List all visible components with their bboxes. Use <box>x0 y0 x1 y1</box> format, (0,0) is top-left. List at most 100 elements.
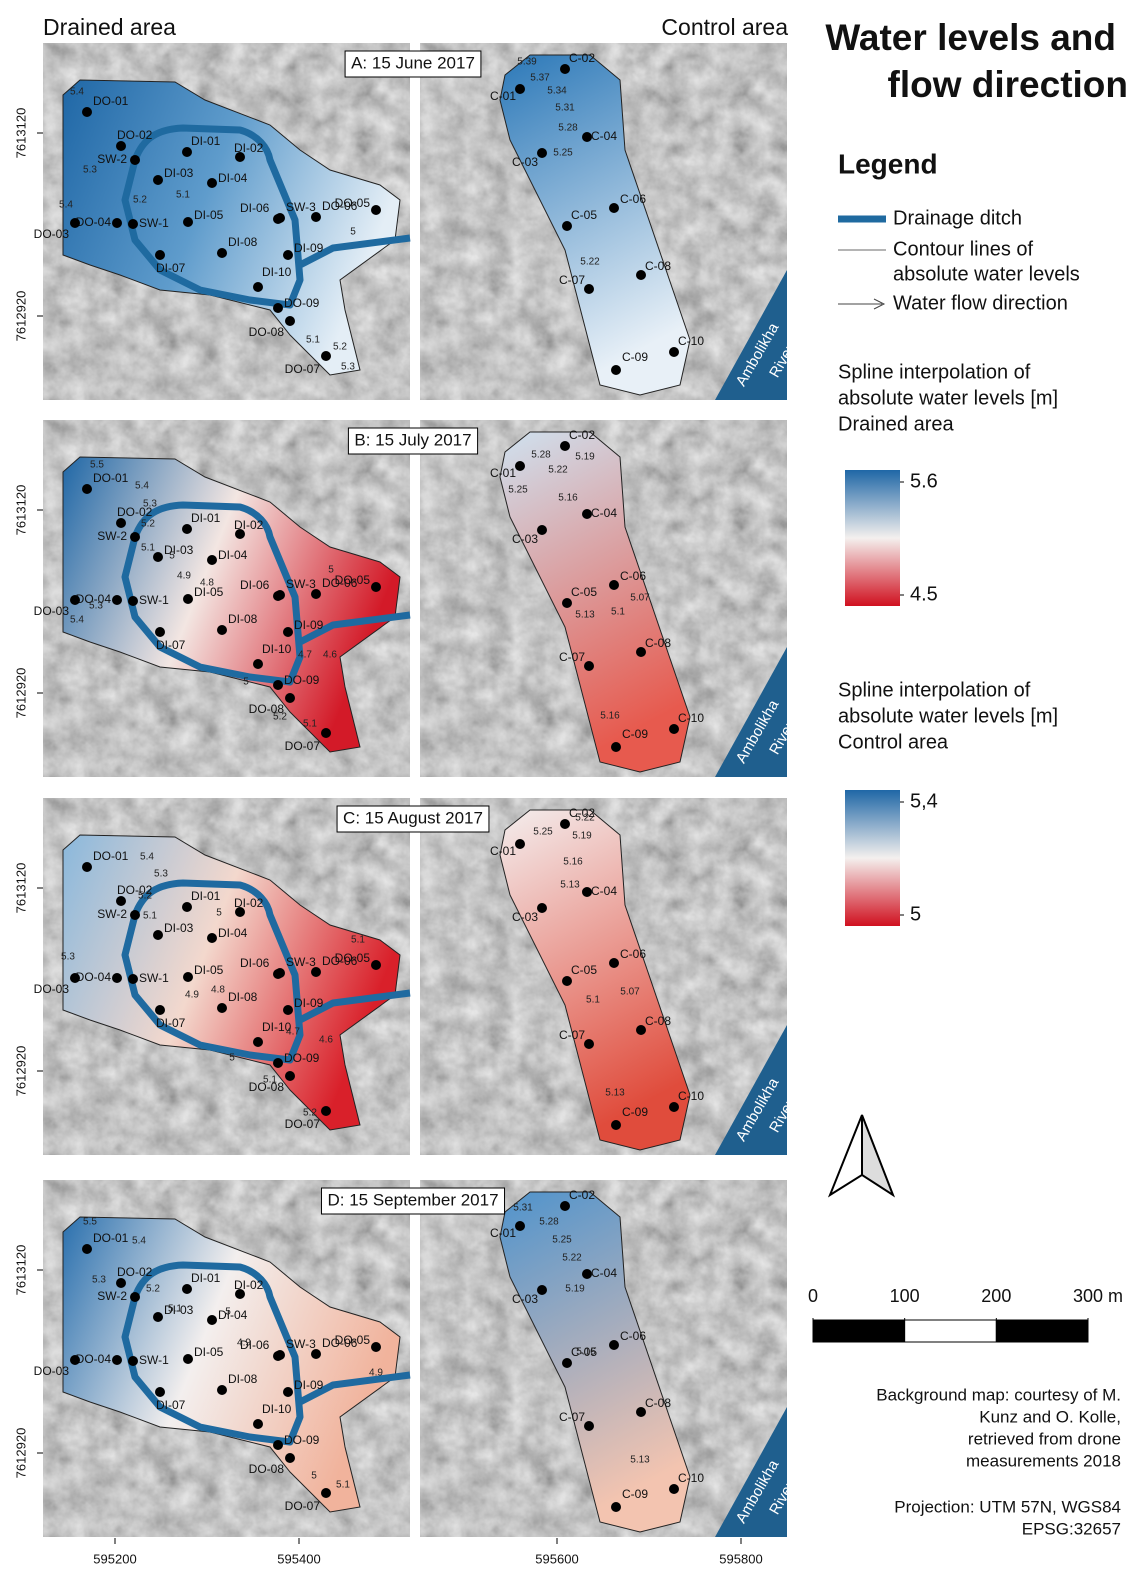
station <box>321 351 331 361</box>
station-label: DO-03 <box>34 227 70 241</box>
station-label: DO-08 <box>249 1462 285 1476</box>
station-label: DO-07 <box>285 739 321 753</box>
station <box>609 203 619 213</box>
contour-label: 4.9 <box>369 1368 383 1379</box>
station <box>562 221 572 231</box>
contour-label: 5.28 <box>531 450 551 461</box>
contour-label: 5.3 <box>92 1275 106 1286</box>
drained-panel: DO-01DO-02SW-2DI-01DI-02DI-03DI-04DO-04D… <box>34 43 410 400</box>
contour-label: 5.3 <box>154 869 168 880</box>
contour-label: 5.31 <box>555 103 575 114</box>
station-label: DO-03 <box>34 982 70 996</box>
projection: EPSG:32657 <box>1022 1519 1121 1538</box>
station <box>183 594 193 604</box>
station <box>82 484 92 494</box>
contour-label: 5.13 <box>575 610 595 621</box>
station-label: DO-05 <box>335 573 371 587</box>
station-label: DI-09 <box>294 996 324 1010</box>
contour-label: 4.6 <box>323 650 337 661</box>
station-label: C-06 <box>620 192 646 206</box>
contour-label: 5.2 <box>133 195 147 206</box>
station-label: DO-09 <box>284 1051 320 1065</box>
colorbar-title: Spline interpolation of <box>838 361 1031 383</box>
station <box>562 598 572 608</box>
station <box>275 213 285 223</box>
station <box>560 64 570 74</box>
station-label: DI-04 <box>218 171 248 185</box>
station <box>116 896 126 906</box>
station <box>669 1484 679 1494</box>
station-label: C-07 <box>559 1028 585 1042</box>
station-label: DI-07 <box>156 1398 186 1412</box>
station-label: DI-07 <box>156 1016 186 1030</box>
station <box>116 1278 126 1288</box>
station-label: SW-2 <box>97 529 127 543</box>
contour-label: 5.4 <box>70 87 84 98</box>
contour-label: 4.9 <box>237 1338 251 1349</box>
station-label: DO-05 <box>335 951 371 965</box>
contour-label: 5.37 <box>530 73 550 84</box>
station <box>321 728 331 738</box>
contour-label: 5.25 <box>533 827 553 838</box>
station <box>275 590 285 600</box>
contour-label: 4.6 <box>319 1035 333 1046</box>
station-label: SW-2 <box>97 152 127 166</box>
y-tick-label: 7612920 <box>13 291 28 342</box>
station <box>562 976 572 986</box>
station <box>275 968 285 978</box>
contour-label: 5.22 <box>562 1253 582 1264</box>
station <box>112 218 122 228</box>
colorbar <box>845 790 900 926</box>
station <box>153 930 163 940</box>
station <box>609 1340 619 1350</box>
colorbar-title: absolute water levels [m] <box>838 387 1058 409</box>
station <box>285 1071 295 1081</box>
station-label: DI-02 <box>234 518 264 532</box>
station <box>128 974 138 984</box>
station-label: DI-01 <box>191 134 221 148</box>
contour-label: 5 <box>216 908 222 919</box>
station <box>217 1385 227 1395</box>
station-label: C-10 <box>678 334 704 348</box>
contour-label: 5.4 <box>70 615 84 626</box>
colorbar-title: Drained area <box>838 413 955 435</box>
station <box>283 627 293 637</box>
station <box>153 175 163 185</box>
station-label: DO-07 <box>285 362 321 376</box>
station <box>273 303 283 313</box>
station <box>584 1039 594 1049</box>
station-label: DI-04 <box>218 926 248 940</box>
contour-label: 5.2 <box>141 519 155 530</box>
station-label: DO-09 <box>284 296 320 310</box>
station-label: DO-04 <box>76 970 112 984</box>
station <box>128 219 138 229</box>
station-label: DO-01 <box>93 94 129 108</box>
station <box>321 1106 331 1116</box>
station <box>183 1354 193 1364</box>
colorbar-title: Spline interpolation of <box>838 679 1031 701</box>
station-label: DI-01 <box>191 511 221 525</box>
contour-label: 5.1 <box>351 935 365 946</box>
panel-label: C: 15 August 2017 <box>343 808 483 827</box>
contour-label: 5.25 <box>508 485 528 496</box>
contour-label: 5.07 <box>630 593 650 604</box>
station-label: C-06 <box>620 1329 646 1343</box>
credits: Kunz and O. Kolle, <box>979 1407 1121 1426</box>
station-label: DO-02 <box>117 128 153 142</box>
station <box>130 155 140 165</box>
station-label: DI-05 <box>194 1345 224 1359</box>
station <box>116 518 126 528</box>
station-label: SW-1 <box>139 216 169 230</box>
station <box>275 1350 285 1360</box>
panel-label: B: 15 July 2017 <box>354 430 471 449</box>
station-label: C-08 <box>645 636 671 650</box>
station-label: DI-07 <box>156 638 186 652</box>
station-label: DO-08 <box>249 325 285 339</box>
station <box>311 212 321 222</box>
panel-label: D: 15 September 2017 <box>327 1190 498 1209</box>
station <box>562 1358 572 1368</box>
station-label: C-03 <box>512 155 538 169</box>
station-label: DO-05 <box>335 196 371 210</box>
station-label: DI-06 <box>240 578 270 592</box>
north-arrow <box>830 1115 862 1195</box>
